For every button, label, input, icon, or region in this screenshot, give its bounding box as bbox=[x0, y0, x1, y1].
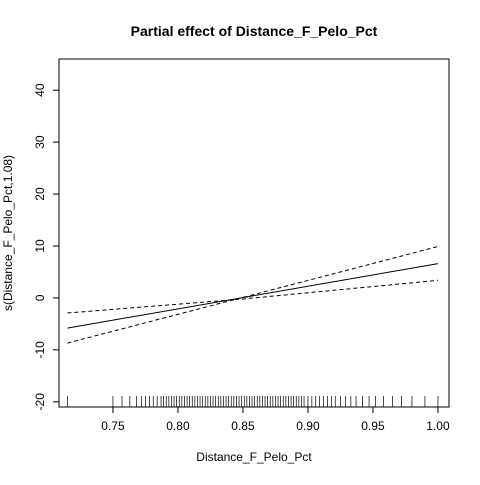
x-axis: 0.75 0.80 0.85 0.90 0.95 1.00 bbox=[101, 406, 450, 433]
x-tick-label: 0.90 bbox=[296, 419, 320, 433]
y-tick-label: -20 bbox=[33, 393, 47, 411]
y-tick-label: 20 bbox=[33, 187, 47, 201]
confidence-band-line bbox=[67, 279, 439, 314]
smooth-fit-line bbox=[67, 263, 439, 329]
x-tick-label: 0.95 bbox=[361, 419, 385, 433]
y-tick-label: -10 bbox=[33, 341, 47, 359]
rug-layer bbox=[67, 396, 439, 407]
x-axis-label: Distance_F_Pelo_Pct bbox=[196, 450, 312, 464]
x-tick-label: 0.85 bbox=[231, 419, 255, 433]
x-tick-label: 1.00 bbox=[426, 419, 450, 433]
plot-frame bbox=[58, 58, 450, 408]
chart-title: Partial effect of Distance_F_Pelo_Pct bbox=[131, 23, 378, 39]
y-axis: -20 -10 0 10 20 30 40 bbox=[33, 83, 60, 411]
x-tick-label: 0.80 bbox=[166, 419, 190, 433]
y-tick-label: 30 bbox=[33, 135, 47, 149]
series-layer bbox=[67, 246, 439, 344]
confidence-band-line bbox=[67, 246, 439, 344]
y-tick-label: 40 bbox=[33, 83, 47, 97]
x-tick-label: 0.75 bbox=[101, 419, 125, 433]
y-tick-label: 0 bbox=[33, 294, 47, 301]
y-axis-label: s(Distance_F_Pelo_Pct,1.08) bbox=[1, 155, 15, 311]
y-tick-label: 10 bbox=[33, 239, 47, 253]
